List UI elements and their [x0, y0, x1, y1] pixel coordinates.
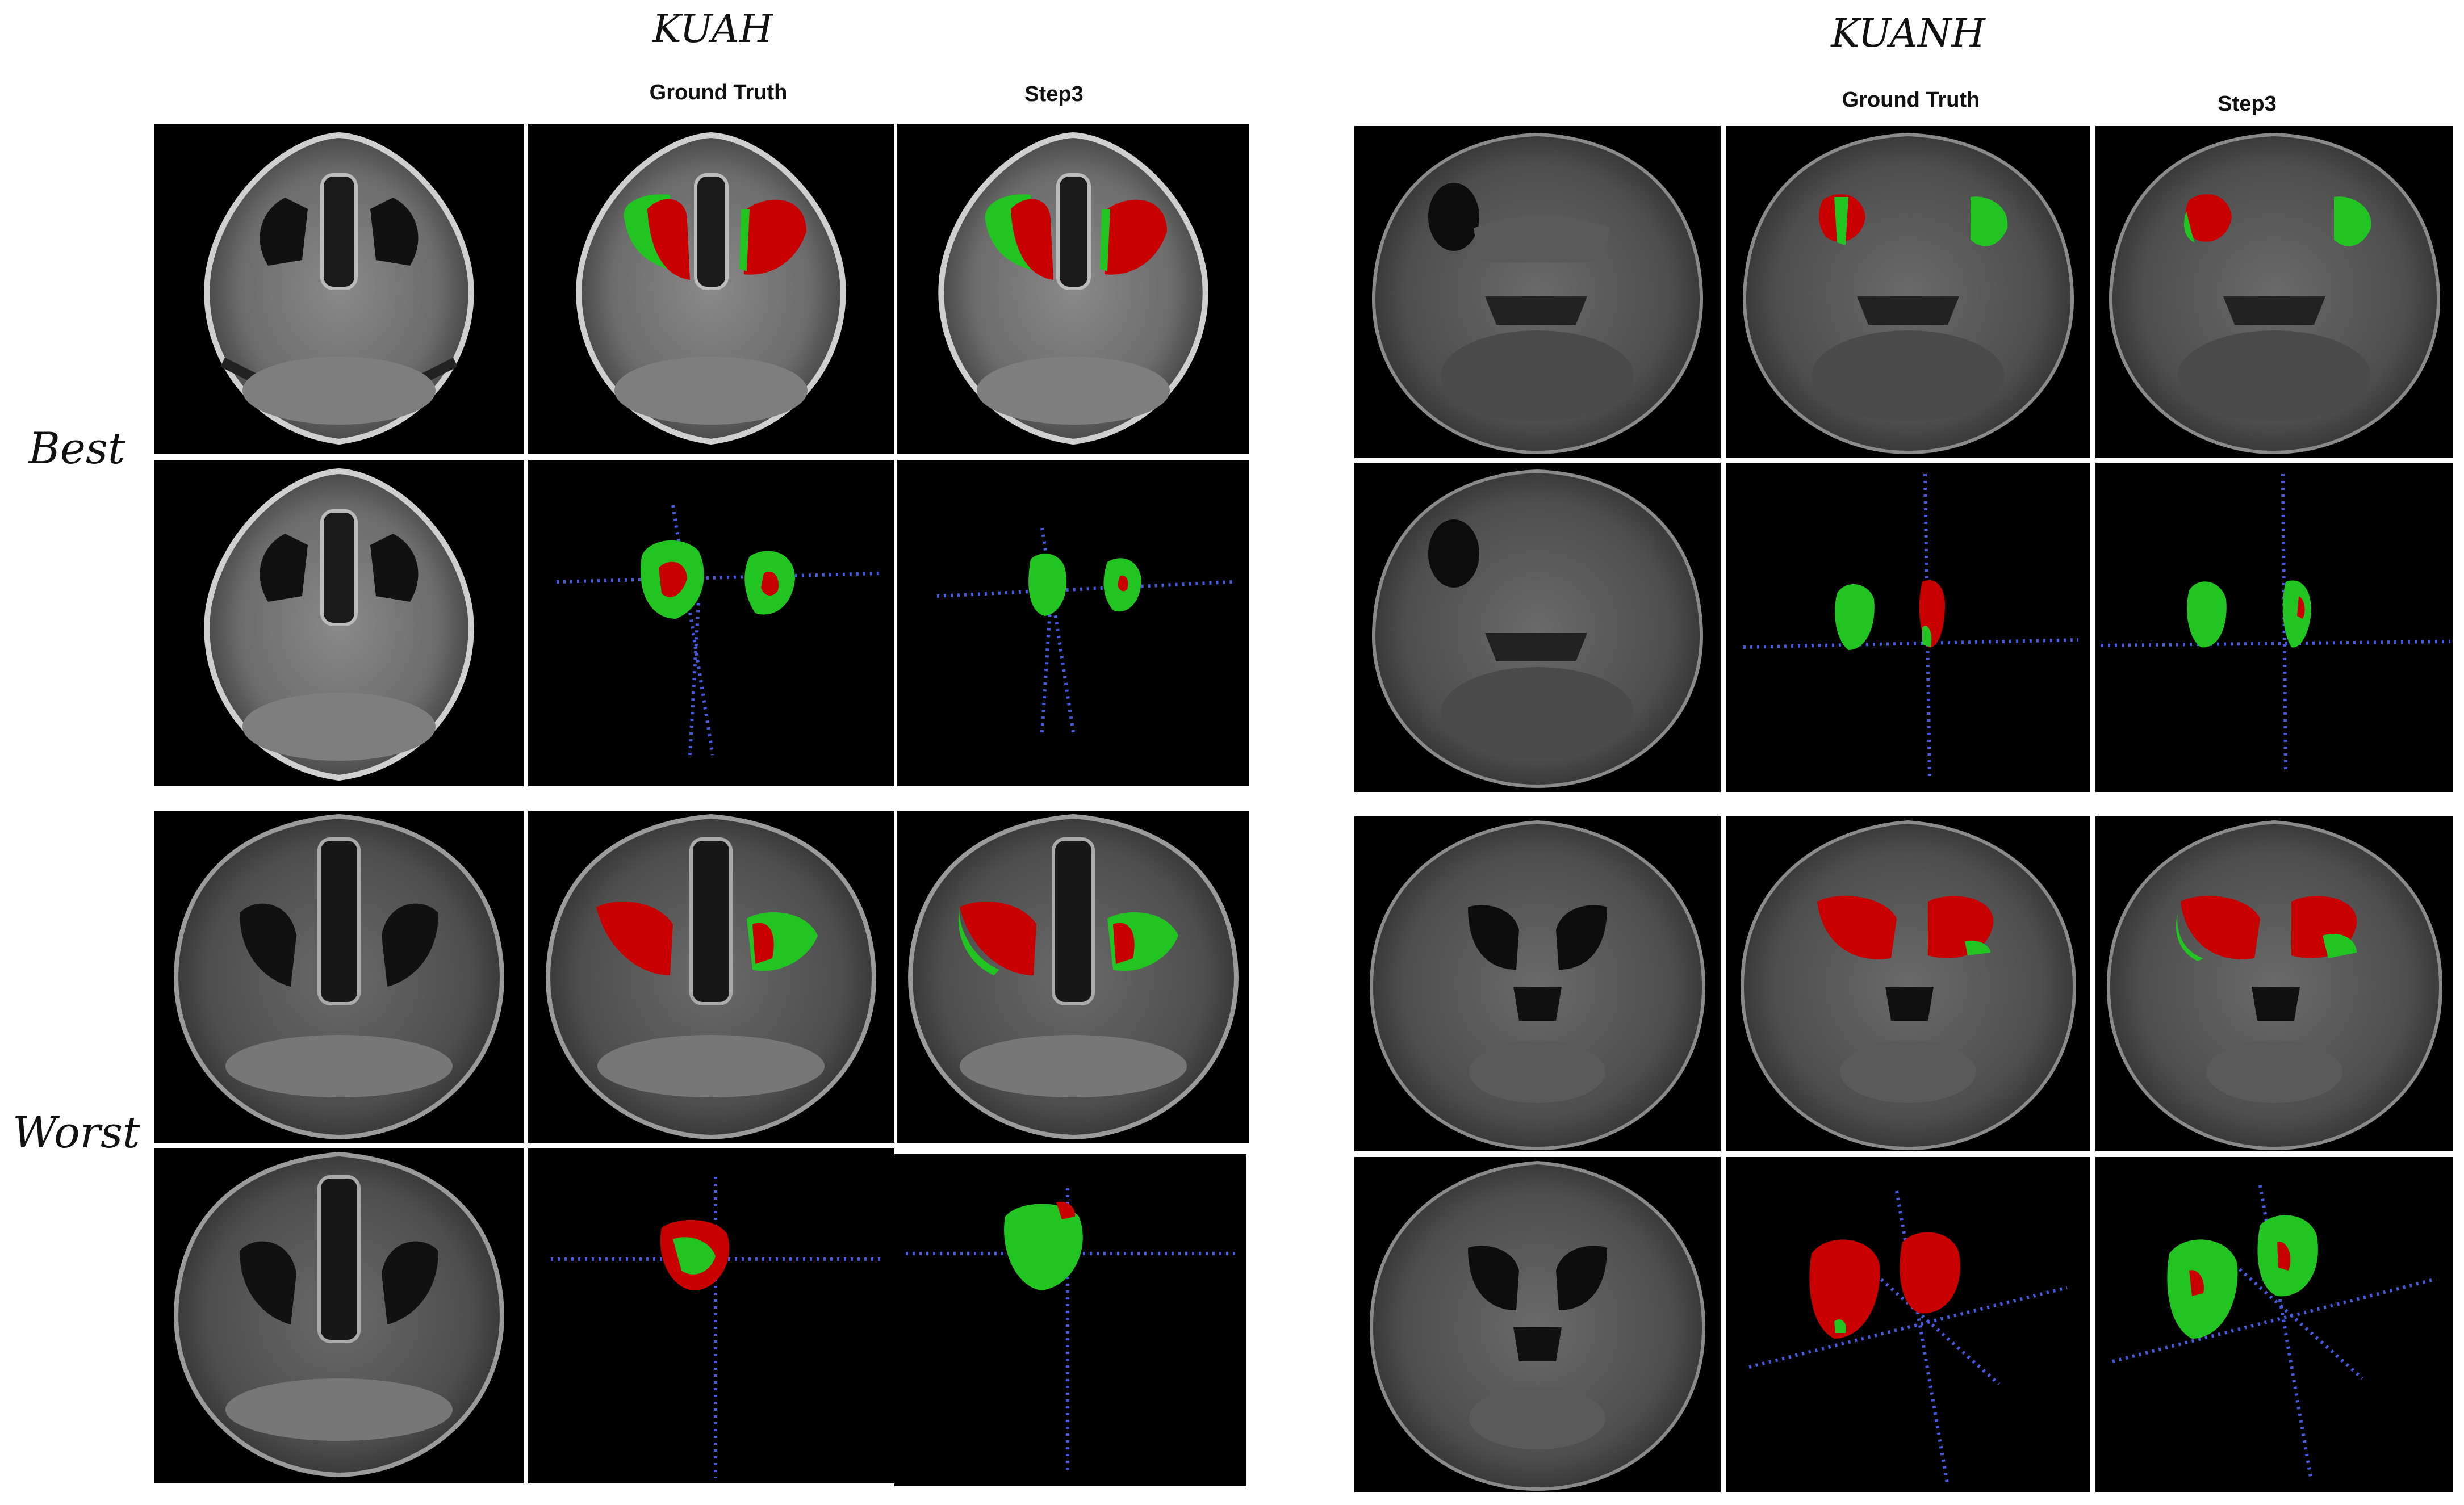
kuanh-worst-ct-step3	[2095, 816, 2453, 1151]
kuah-best-ct-ground-truth	[528, 124, 894, 454]
kuah-best-ct-step3	[897, 124, 1249, 454]
kuanh-header-ground-truth: Ground Truth	[1842, 88, 1980, 112]
kuah-best-3d-step3	[897, 460, 1249, 786]
kuah-worst-ct-ground-truth	[528, 811, 894, 1143]
kuah-header-ground-truth: Ground Truth	[649, 81, 788, 104]
kuah-worst-3d-step3	[894, 1154, 1246, 1486]
group-title-kuanh: KUANH	[1831, 11, 1985, 56]
kuanh-worst-3d-ground-truth	[1726, 1157, 2090, 1492]
kuah-header-step3: Step3	[1024, 82, 1084, 106]
kuah-worst-3d-ground-truth	[528, 1148, 894, 1483]
group-title-kuah: KUAH	[652, 7, 773, 52]
row-label-worst: Worst	[12, 1107, 140, 1158]
kuanh-best-3d-step3	[2095, 463, 2453, 792]
kuah-best-ct-slice	[154, 460, 524, 786]
kuanh-worst-ct-original	[1354, 816, 1721, 1151]
kuanh-worst-3d-step3	[2095, 1157, 2453, 1492]
kuah-worst-ct-original	[154, 811, 524, 1143]
kuanh-worst-ct-slice	[1354, 1157, 1721, 1492]
kuanh-best-ct-step3	[2095, 126, 2453, 458]
row-label-best: Best	[28, 423, 125, 473]
kuanh-best-3d-ground-truth	[1726, 463, 2090, 792]
kuah-worst-ct-step3	[897, 811, 1249, 1143]
kuah-best-ct-original	[154, 124, 524, 454]
kuanh-best-ct-original	[1354, 126, 1721, 458]
kuanh-best-ct-ground-truth	[1726, 126, 2090, 458]
kuanh-header-step3: Step3	[2218, 92, 2277, 116]
kuanh-best-ct-slice	[1354, 463, 1721, 792]
kuanh-worst-ct-ground-truth	[1726, 816, 2090, 1151]
kuah-best-3d-ground-truth	[528, 460, 894, 786]
kuah-worst-ct-slice	[154, 1148, 524, 1483]
